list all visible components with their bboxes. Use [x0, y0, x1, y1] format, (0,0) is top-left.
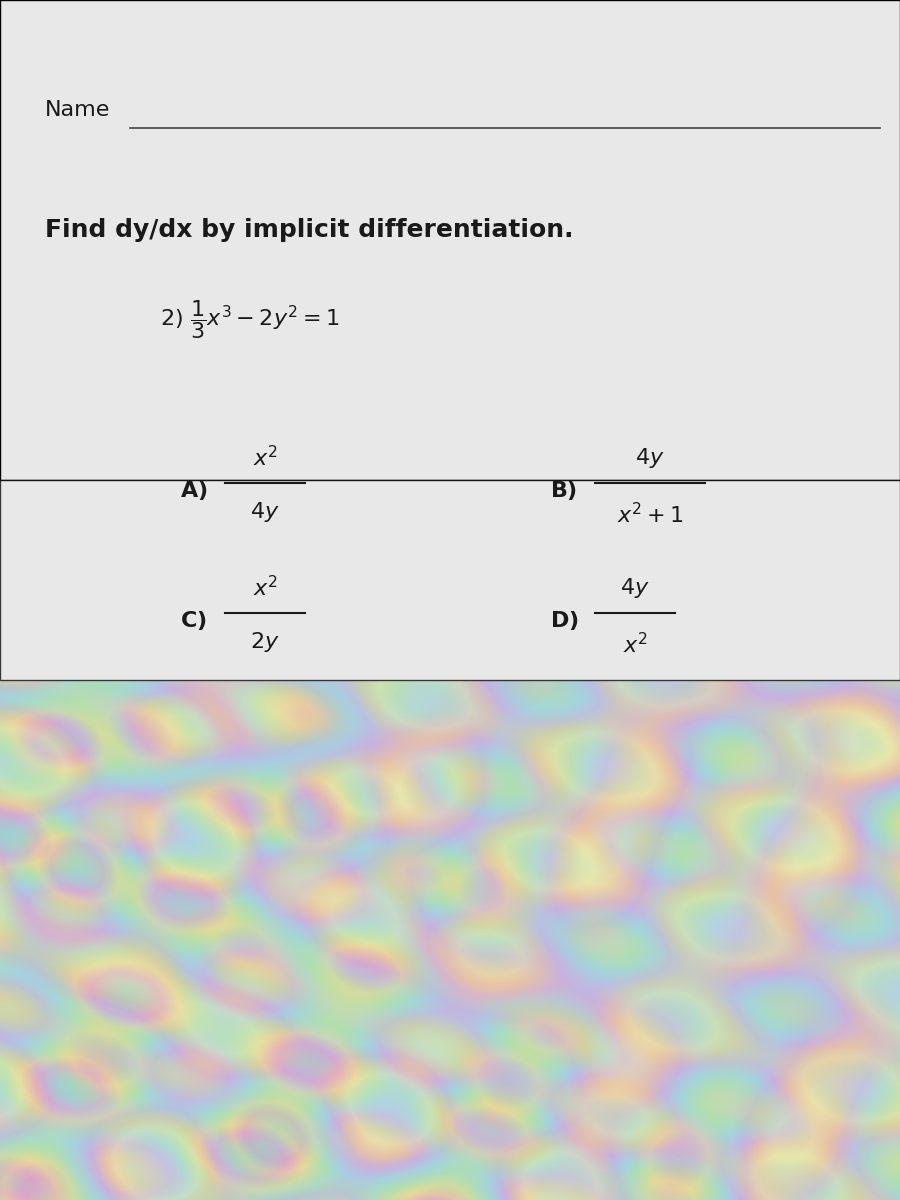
Text: $2y$: $2y$: [250, 630, 280, 654]
Text: $\mathbf{D)}$: $\mathbf{D)}$: [550, 608, 579, 631]
Text: Find dy/dx by implicit differentiation.: Find dy/dx by implicit differentiation.: [45, 218, 573, 242]
Text: $\mathbf{C)}$: $\mathbf{C)}$: [180, 608, 207, 631]
FancyBboxPatch shape: [0, 0, 900, 480]
Text: $x^2$: $x^2$: [253, 575, 277, 600]
Text: $x^2$: $x^2$: [253, 445, 277, 470]
Text: $x^2 + 1$: $x^2 + 1$: [616, 503, 683, 528]
Text: $x^2$: $x^2$: [623, 632, 647, 658]
Text: $\mathbf{B)}$: $\mathbf{B)}$: [550, 479, 577, 502]
Text: $4y$: $4y$: [620, 576, 650, 600]
Text: $4y$: $4y$: [635, 446, 665, 470]
Text: $2)\ \dfrac{1}{3}x^3 - 2y^2 = 1$: $2)\ \dfrac{1}{3}x^3 - 2y^2 = 1$: [160, 299, 339, 342]
Text: $\mathbf{A)}$: $\mathbf{A)}$: [180, 479, 208, 502]
Text: Name: Name: [45, 100, 111, 120]
FancyBboxPatch shape: [0, 480, 900, 680]
Text: $4y$: $4y$: [250, 500, 280, 524]
